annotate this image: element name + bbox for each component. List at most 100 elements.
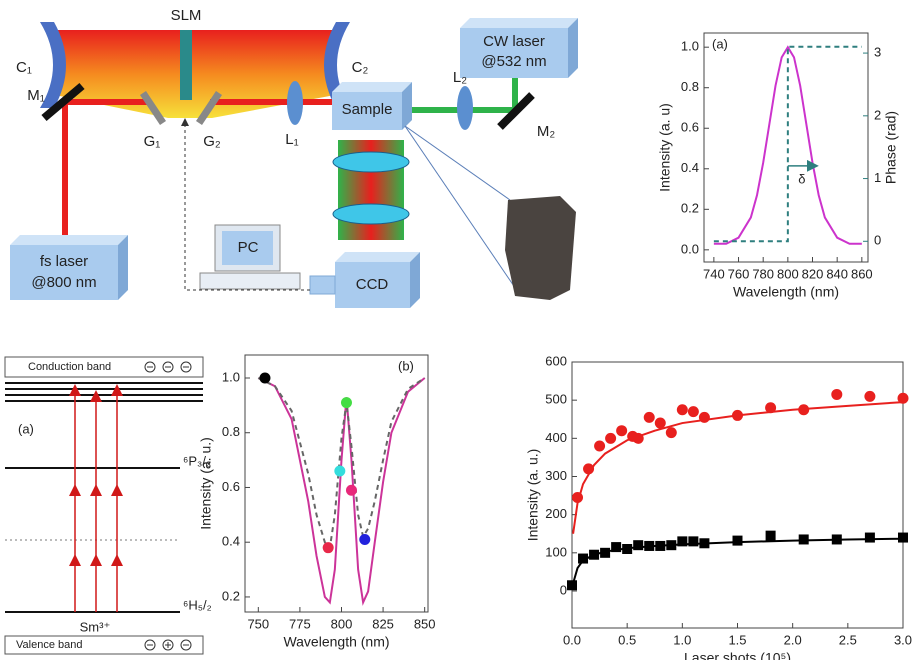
- y-tick-label: 0.2: [681, 201, 699, 216]
- point: [898, 533, 908, 543]
- label: C₂: [352, 59, 369, 76]
- x-tick-label: 840: [826, 266, 848, 281]
- point: [567, 580, 577, 590]
- y-tick-label: 200: [545, 506, 567, 521]
- x-axis-label: Laser shots (10⁵): [684, 650, 791, 660]
- zoom-line: [405, 126, 510, 200]
- y2-axis-label: Phase (rad): [883, 111, 899, 184]
- x-tick-label: 825: [372, 616, 394, 631]
- x-tick-label: 740: [703, 266, 725, 281]
- y-tick-label: 1.0: [681, 39, 699, 54]
- label: CW laser: [483, 33, 545, 50]
- label: (a): [18, 421, 34, 436]
- label: G₂: [203, 133, 221, 150]
- point: [633, 540, 643, 550]
- annotation: δ: [798, 171, 805, 186]
- point: [594, 440, 605, 451]
- label: M₁: [27, 87, 45, 104]
- label: PC: [238, 239, 259, 256]
- x-tick-label: 850: [414, 616, 436, 631]
- setup-diagram: SLM C₁ C₂ M₁ G₁ G₂ L₁ L₂ M₂ CW laser @53…: [10, 7, 578, 308]
- pc: [200, 225, 300, 289]
- figure: SLM C₁ C₂ M₁ G₁ G₂ L₁ L₂ M₂ CW laser @53…: [0, 0, 914, 660]
- label: @532 nm: [481, 53, 546, 70]
- label: Sm³⁺: [80, 619, 111, 634]
- slm: [180, 30, 192, 100]
- x-tick-label: 1.5: [728, 632, 746, 647]
- x-tick-label: 860: [851, 266, 873, 281]
- y-tick-label: 0.8: [681, 79, 699, 94]
- point: [733, 536, 743, 546]
- y2-tick-label: 2: [874, 107, 881, 122]
- point: [605, 433, 616, 444]
- y-tick-label: 0: [560, 582, 567, 597]
- point: [644, 412, 655, 423]
- point: [616, 425, 627, 436]
- objective-lens: [333, 204, 409, 224]
- y-tick-label: 0.0: [681, 241, 699, 256]
- label: ⁶H₅/₂: [183, 597, 212, 612]
- panel-label: (a): [712, 36, 728, 51]
- y-tick-label: 300: [545, 468, 567, 483]
- x-tick-label: 775: [289, 616, 311, 631]
- label: C₁: [16, 59, 32, 76]
- y-tick-label: 400: [545, 430, 567, 445]
- y2-tick-label: 3: [874, 45, 881, 60]
- y-tick-label: 0.8: [222, 424, 240, 439]
- plot-frame: [572, 362, 903, 628]
- holes: [145, 640, 191, 650]
- x-tick-label: 820: [802, 266, 824, 281]
- y-axis-label: Intensity (a. u.): [198, 437, 214, 530]
- label: L₁: [285, 131, 298, 148]
- point: [334, 466, 345, 477]
- x-tick-label: 3.0: [894, 632, 912, 647]
- point: [259, 372, 270, 383]
- excitation-arrows: [75, 390, 117, 612]
- zoom-line: [405, 126, 520, 295]
- point: [341, 397, 352, 408]
- point: [677, 404, 688, 415]
- y2-tick-label: 0: [874, 233, 881, 248]
- label: Conduction band: [28, 361, 111, 373]
- sample-photo: [505, 196, 576, 300]
- point: [864, 391, 875, 402]
- label: Valence band: [16, 639, 82, 651]
- band-lines: [5, 383, 203, 401]
- y-tick-label: 100: [545, 544, 567, 559]
- x-tick-label: 780: [752, 266, 774, 281]
- x-tick-label: 2.5: [839, 632, 857, 647]
- y-tick-label: 500: [545, 392, 567, 407]
- y-tick-label: 0.6: [681, 120, 699, 135]
- x-tick-label: 0.0: [563, 632, 581, 647]
- point: [865, 533, 875, 543]
- label: L₂: [453, 69, 467, 86]
- label: M₂: [537, 123, 555, 140]
- label: fs laser: [40, 253, 88, 270]
- label: CCD: [356, 276, 389, 293]
- y-tick-label: 0.2: [222, 588, 240, 603]
- panel-label: (b): [398, 358, 414, 373]
- line: [714, 47, 862, 241]
- point: [688, 406, 699, 417]
- point: [766, 531, 776, 541]
- point: [666, 427, 677, 438]
- x-tick-label: 800: [777, 266, 799, 281]
- plot-frame: [245, 355, 428, 612]
- x-axis-label: Wavelength (nm): [283, 634, 389, 650]
- y2-tick-label: 1: [874, 170, 881, 185]
- label: @800 nm: [31, 274, 96, 291]
- electrons: [145, 362, 191, 372]
- y-tick-label: 600: [545, 353, 567, 368]
- lens-l1: [287, 81, 303, 125]
- x-tick-label: 1.0: [673, 632, 691, 647]
- point: [346, 485, 357, 496]
- line: [258, 378, 424, 602]
- y-tick-label: 1.0: [222, 369, 240, 384]
- label: G₁: [144, 133, 161, 150]
- lens-l2: [457, 86, 473, 130]
- laser-beam: [65, 102, 150, 238]
- x-tick-label: 800: [331, 616, 353, 631]
- y-tick-label: 0.4: [222, 534, 240, 549]
- point: [323, 542, 334, 553]
- x-tick-label: 760: [728, 266, 750, 281]
